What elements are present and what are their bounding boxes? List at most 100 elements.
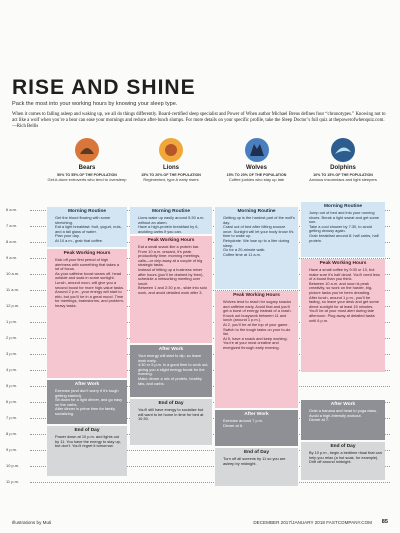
schedule-section: End of DayTurn off all screens by 11 so … xyxy=(215,448,298,486)
time-line xyxy=(30,450,390,451)
bullet-list: You’ll still have energy to socialize bu… xyxy=(133,407,209,422)
bullet: You’ll still have energy to socialize bu… xyxy=(138,407,209,422)
credit: Illustrations by Muti xyxy=(12,520,52,525)
schedule-section: Morning RoutineGet the blood flowing wit… xyxy=(47,207,127,247)
bullet: Dinner at 7. xyxy=(309,418,382,423)
bullet: Around 2 p.m., your energy will start to… xyxy=(55,289,124,308)
section-title: Peak Working Hours xyxy=(63,251,111,256)
type-description: Anxious insomniacs and light sleepers xyxy=(309,177,377,182)
bullet: Kick off your first period of high alert… xyxy=(55,257,124,272)
bullet: After lunch, around 1 p.m., you’ll be fa… xyxy=(309,295,382,310)
bullet: Go for a 20-minute walk. xyxy=(223,248,295,253)
bullet: Dinner at 8. xyxy=(223,423,295,429)
bullet-list: Grab a banana and head to yoga class. Av… xyxy=(304,408,382,423)
bullet-list: Exercise around 7 p.m.Dinner at 8. xyxy=(218,418,295,429)
bullet-list: Eat a small snack like a protein bar.Fro… xyxy=(133,244,209,296)
bullet-list: Lions wake up easily around 5:30 a.m. wi… xyxy=(133,215,209,234)
bullet: Grab breakfast around 8: half carbs, hal… xyxy=(309,233,382,243)
schedule-section: End of DayBy 10 p.m., begin a bedtime ri… xyxy=(301,442,385,480)
section-title: End of Day xyxy=(330,444,356,449)
time-label: 1 p.m. xyxy=(6,319,18,324)
intro: When it comes to falling asleep and waki… xyxy=(12,112,386,129)
section-title: Morning Routine xyxy=(237,209,276,214)
bullet: At 10 a.m., grab that coffee. xyxy=(55,238,124,244)
bullet: Jump out of bed and into your running sh… xyxy=(309,210,382,225)
bullet: As your caffeine boost wears off, head o… xyxy=(55,271,124,281)
bullet: Lunch, around noon, will give you a seco… xyxy=(55,280,124,290)
population: 10% TO 15% OF THE POPULATION xyxy=(313,173,373,177)
bullet: Power down at 10 p.m. and lights out by … xyxy=(55,434,124,449)
schedule-section: End of DayYou’ll still have energy to so… xyxy=(130,399,212,445)
bullet-list: Power down at 10 p.m. and lights out by … xyxy=(50,434,124,449)
bullet: Getting up is the hardest part of the wo… xyxy=(223,215,295,225)
issue: DECEMBER 2017/JANUARY 2018 FASTCOMPANY.C… xyxy=(253,520,372,525)
type-description: Coffee junkies who stay up late xyxy=(228,177,285,182)
bullet: By 10 p.m., begin a bedtime ritual that … xyxy=(309,450,382,465)
section-title: End of Day xyxy=(158,401,184,406)
schedule-section: Morning RoutineGetting up is the hardest… xyxy=(215,207,298,289)
bullet: Take a cool shower by 7:30, to avoid get… xyxy=(309,224,382,234)
time-line xyxy=(30,466,390,467)
schedule-section: After WorkYour energy will start to dip,… xyxy=(130,345,212,397)
section-title: Peak Working Hours xyxy=(147,238,195,243)
bullet-list: By 10 p.m., begin a bedtime ritual that … xyxy=(304,450,382,465)
bullet: Have a high-protein breakfast by 6, avoi… xyxy=(138,224,209,234)
schedule-section: End of DayPower down at 10 p.m. and ligh… xyxy=(47,426,127,476)
type-name: Lions xyxy=(163,165,179,171)
bullet-list: Have a small coffee by 9:30 or 10, but m… xyxy=(304,267,382,323)
section-title: After Work xyxy=(74,382,100,387)
section-title: Morning Routine xyxy=(67,209,107,214)
schedule-section: Morning RoutineLions wake up easily arou… xyxy=(130,207,212,234)
bullet: Wolves tend to reach for sugary snacks a… xyxy=(223,299,295,314)
bullet: Instead of hitting up a business mixer a… xyxy=(138,267,209,286)
time-label: 8 a.m. xyxy=(6,239,18,244)
bullet: You’ll be at your most alert during late… xyxy=(309,309,382,323)
bullet-list: Get the blood flowing with some stretchi… xyxy=(50,215,124,244)
population: 15% TO 20% OF THE POPULATION xyxy=(141,173,201,177)
schedule-section: Peak Working HoursEat a small snack like… xyxy=(130,236,212,343)
time-label: 8 p.m. xyxy=(6,431,18,436)
bullet: Eat a small snack like a protein bar. xyxy=(138,244,209,250)
section-title: Morning Routine xyxy=(151,209,191,214)
time-label: 7 a.m. xyxy=(6,223,18,228)
type-name: Bears xyxy=(78,165,96,171)
schedule-section: Morning RoutineJump out of bed and into … xyxy=(301,202,385,257)
schedule-section: Peak Working HoursKick off your first pe… xyxy=(47,249,127,378)
page-number: 85 xyxy=(381,519,388,525)
bullet: Grab a banana and head to yoga class. Av… xyxy=(309,408,382,418)
bullet-list: Wolves tend to reach for sugary snacks a… xyxy=(218,299,295,351)
bullet-list: Your energy will start to dip, so leave … xyxy=(133,353,209,386)
bullet: 4:30 or 5 p.m. is a good time to work ou… xyxy=(138,362,209,377)
type-description: Get-it-done extroverts who tend to overs… xyxy=(47,177,127,182)
bullet: Sit down for a light dinner, and go easy… xyxy=(55,397,124,407)
section-title: Peak Working Hours xyxy=(233,293,280,298)
bullet-list: Exercise (and don’t worry if it’s tough … xyxy=(50,388,124,417)
schedule-section: After WorkExercise (and don’t worry if i… xyxy=(47,380,127,424)
section-title: After Work xyxy=(330,402,356,407)
type-description: Regimented, type A early risers xyxy=(143,177,199,182)
bullet: Have a small coffee by 9:30 or 10, but m… xyxy=(309,267,382,282)
subtitle: Pack the most into your working hours by… xyxy=(12,101,178,107)
bullet-list: Jump out of bed and into your running sh… xyxy=(304,210,382,243)
section-title: End of Day xyxy=(74,428,100,433)
bullet: After dinner is prime time for family so… xyxy=(55,407,124,416)
bullet: Between 1 and 2:30 p.m., slide into solo… xyxy=(138,285,209,295)
population: 15% TO 20% OF THE POPULATION xyxy=(226,173,287,177)
time-label: 10 p.m. xyxy=(6,463,20,468)
time-label: 9 p.m. xyxy=(6,447,18,452)
bullet: Crawl out of bed after hitting snooze on… xyxy=(223,224,295,239)
bullet: Exercise (and don’t worry if it’s tough … xyxy=(55,388,124,398)
bullet: Get the blood flowing with some stretchi… xyxy=(55,215,124,225)
bullet-list: Turn off all screens by 11 so you are as… xyxy=(218,456,295,466)
time-label: 4 p.m. xyxy=(6,367,18,372)
bullet: From 10 a.m. onward, it’s peak productiv… xyxy=(138,249,209,268)
dolphin-shape xyxy=(335,147,351,154)
section-title: Peak Working Hours xyxy=(319,261,367,266)
section-title: After Work xyxy=(158,347,184,352)
population: 50% TO 55% OF THE POPULATION xyxy=(57,173,117,177)
time-label: 11 p.m. xyxy=(6,479,20,484)
time-label: 2 p.m. xyxy=(6,335,18,340)
section-title: End of Day xyxy=(243,450,270,455)
